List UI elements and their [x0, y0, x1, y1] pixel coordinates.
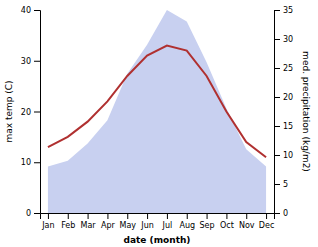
tick-label: 40: [21, 6, 31, 15]
tick-label: 20: [21, 108, 31, 117]
tick: 20: [274, 93, 293, 102]
tick: Nov: [239, 213, 255, 230]
tick: Jun: [140, 213, 154, 230]
tick-mark: [34, 10, 40, 11]
tick: 15: [274, 122, 293, 131]
tick-mark: [274, 126, 280, 127]
tick: 25: [274, 64, 293, 73]
tick-label: 15: [283, 122, 293, 131]
tick: 35: [274, 6, 293, 15]
tick-mark: [107, 213, 108, 219]
tick-label: Oct: [220, 221, 234, 230]
tick-mark: [274, 10, 280, 11]
plot: Jan Feb Mar AprMay Jun Jul Aug Sep Oct Nov Dec 0 10 2…: [4, 6, 311, 245]
x-axis: Jan Feb Mar AprMay Jun Jul Aug Sep Oct Nov Dec: [41, 213, 275, 230]
marks: [48, 10, 266, 213]
tick-mark: [147, 213, 148, 219]
tick: Jan: [41, 213, 54, 230]
tick: Sep: [200, 213, 215, 230]
tick-label: Jun: [140, 221, 154, 230]
tick-mark: [226, 213, 227, 219]
tick: Dec: [259, 213, 274, 230]
tick-label: 0: [283, 209, 288, 218]
axis-line: [41, 214, 275, 220]
tick: Jul: [162, 213, 173, 230]
tick: Oct: [220, 213, 234, 230]
tick-label: Aug: [179, 221, 195, 230]
chart: Jan Feb Mar AprMay Jun Jul Aug Sep Oct Nov Dec 0 10 2…: [0, 0, 318, 247]
tick-mark: [68, 213, 69, 219]
tick-mark: [34, 213, 40, 214]
tick-label: 30: [283, 35, 293, 44]
tick-label: Feb: [61, 221, 75, 230]
y2-axis: 0 5 10 15 20 25 30 35: [274, 6, 293, 218]
tick-mark: [266, 213, 267, 219]
tick-mark: [274, 184, 280, 185]
tick-label: Dec: [259, 221, 274, 230]
chart-container: Jan Feb Mar AprMay Jun Jul Aug Sep Oct Nov Dec 0 10 2…: [0, 0, 318, 247]
tick-label: 20: [283, 93, 293, 102]
tick-label: 30: [21, 57, 31, 66]
tick: 40: [21, 6, 40, 15]
y-axis-title: max temp (C): [4, 80, 14, 142]
tick-label: 10: [283, 151, 293, 160]
tick-label: 10: [21, 158, 31, 167]
axis-line: [275, 11, 281, 214]
y2-axis-title: med. precipitation (kg/m2): [301, 51, 311, 172]
tick-mark: [167, 213, 168, 219]
tick: Mar: [81, 213, 97, 230]
tick-label: Nov: [239, 221, 255, 230]
line: [48, 46, 266, 158]
tick-mark: [34, 61, 40, 62]
tick-mark: [246, 213, 247, 219]
axis-line: [34, 11, 41, 214]
tick-label: 35: [283, 6, 293, 15]
tick-mark: [207, 213, 208, 219]
tick: 30: [274, 35, 293, 44]
tick-mark: [187, 213, 188, 219]
tick: 5: [274, 180, 288, 189]
tick: Apr: [101, 213, 116, 230]
tick-label: Mar: [81, 221, 97, 230]
tick: Aug: [179, 213, 195, 230]
tick: Feb: [61, 213, 75, 230]
tick-label: 25: [283, 64, 293, 73]
tick-mark: [34, 162, 40, 163]
tick: 30: [21, 57, 40, 66]
tick-label: Sep: [200, 221, 215, 230]
tick-mark: [274, 213, 280, 214]
tick-mark: [88, 213, 89, 219]
tick: 10: [21, 158, 40, 167]
tick-mark: [274, 68, 280, 69]
tick-mark: [274, 155, 280, 156]
tick-label: Apr: [101, 221, 116, 230]
x-axis-title: date (month): [124, 235, 191, 245]
tick: 0: [26, 209, 40, 218]
area: [48, 10, 266, 213]
tick-mark: [274, 97, 280, 98]
tick-mark: [274, 39, 280, 40]
tick-mark: [127, 213, 128, 219]
tick-mark: [48, 213, 49, 219]
tick-label: May: [119, 221, 136, 230]
tick-mark: [34, 112, 40, 113]
tick-label: 5: [283, 180, 288, 189]
tick-label: Jul: [162, 221, 173, 230]
tick: 0: [274, 209, 288, 218]
tick: 10: [274, 151, 293, 160]
tick-label: 0: [26, 209, 31, 218]
y-axis: 0 10 20 30 40: [21, 6, 41, 218]
tick: 20: [21, 108, 40, 117]
tick-label: Jan: [41, 221, 54, 230]
tick: May: [119, 213, 136, 230]
